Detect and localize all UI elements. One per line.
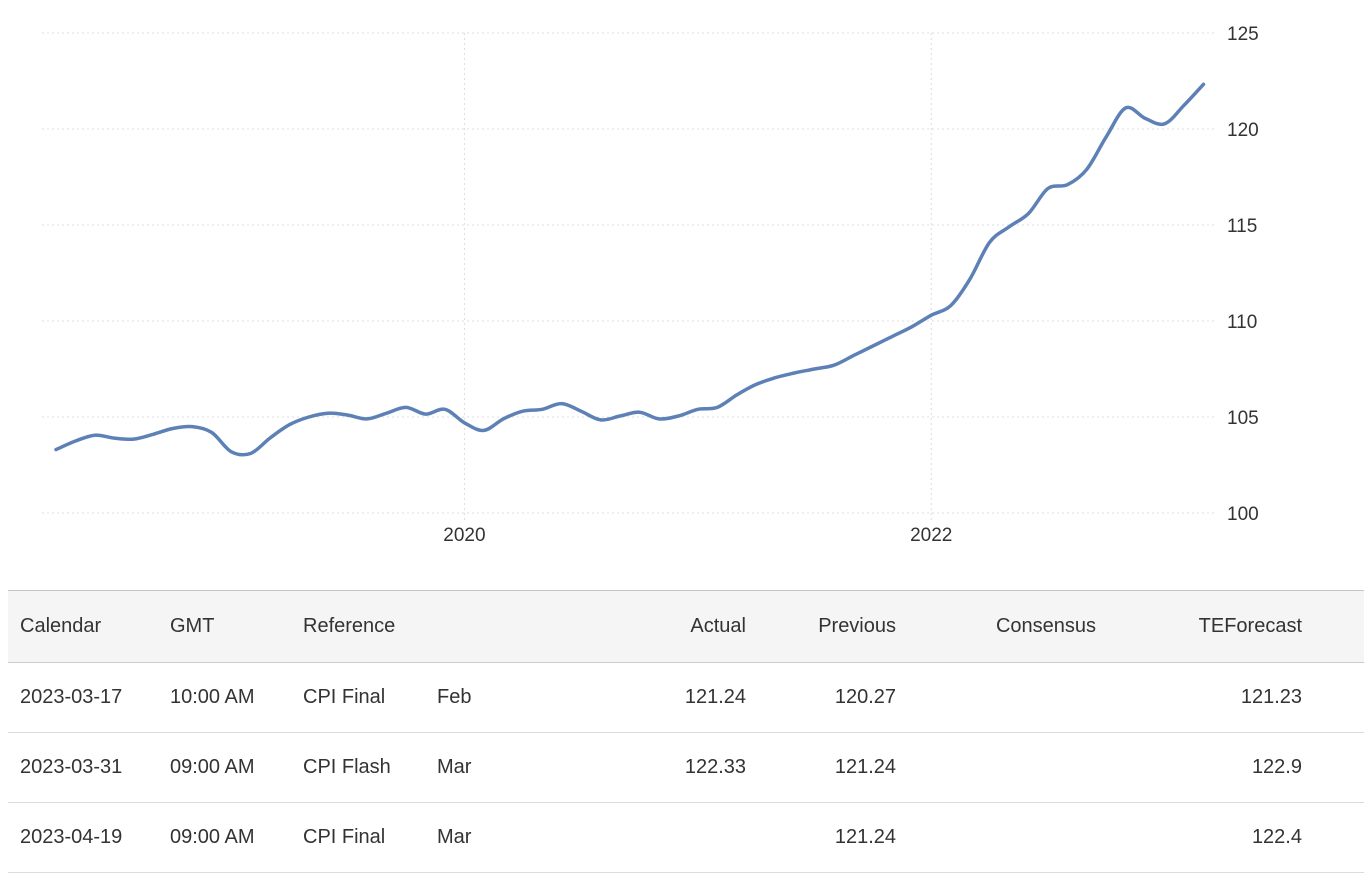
cell-calendar: 2023-03-31	[8, 732, 158, 803]
x-axis-label: 2020	[443, 525, 485, 546]
cell-period: Feb	[425, 662, 538, 733]
col-header-actual: Actual	[538, 590, 758, 663]
cell-teforecast: 122.4	[1108, 802, 1314, 873]
x-axis-label: 2022	[910, 525, 952, 546]
cell-actual: 121.24	[538, 662, 758, 733]
cell-previous: 121.24	[758, 732, 908, 803]
y-axis-label: 120	[1227, 120, 1259, 141]
cell-reference: CPI Final	[291, 802, 425, 873]
cell-reference: CPI Final	[291, 662, 425, 733]
col-header-period	[425, 590, 538, 663]
cell-period: Mar	[425, 732, 538, 803]
chart-canvas: 100 105 110 115 120 125 2020 2022	[42, 24, 1259, 546]
col-header-previous: Previous	[758, 590, 908, 663]
cell-calendar: 2023-03-17	[8, 662, 158, 733]
calendar-table: Calendar GMT Reference Actual Previous C…	[8, 590, 1364, 873]
cell-teforecast: 121.23	[1108, 662, 1314, 733]
table-row[interactable]: 2023-03-31 09:00 AM CPI Flash Mar 122.33…	[8, 732, 1364, 803]
y-axis-label: 110	[1227, 312, 1257, 333]
cell-reference: CPI Flash	[291, 732, 425, 803]
col-header-consensus: Consensus	[908, 590, 1108, 663]
col-header-reference: Reference	[291, 590, 425, 663]
y-axis-label: 125	[1227, 24, 1259, 45]
cell-previous: 120.27	[758, 662, 908, 733]
table-row[interactable]: 2023-04-19 09:00 AM CPI Final Mar 121.24…	[8, 802, 1364, 873]
cell-consensus	[908, 732, 1108, 803]
cell-consensus	[908, 802, 1108, 873]
cell-spacer	[1314, 732, 1364, 803]
cell-gmt: 10:00 AM	[158, 662, 291, 733]
cell-previous: 121.24	[758, 802, 908, 873]
col-header-spacer	[1314, 590, 1364, 663]
table-row[interactable]: 2023-03-17 10:00 AM CPI Final Feb 121.24…	[8, 662, 1364, 733]
col-header-gmt: GMT	[158, 590, 291, 663]
col-header-teforecast: TEForecast	[1108, 590, 1314, 663]
cell-calendar: 2023-04-19	[8, 802, 158, 873]
cell-teforecast: 122.9	[1108, 732, 1314, 803]
cell-actual: 122.33	[538, 732, 758, 803]
col-header-calendar: Calendar	[8, 590, 158, 663]
cell-consensus	[908, 662, 1108, 733]
cpi-series-line	[54, 82, 1206, 457]
cell-gmt: 09:00 AM	[158, 732, 291, 803]
y-axis-label: 115	[1227, 216, 1257, 237]
cell-spacer	[1314, 662, 1364, 733]
table-header-row: Calendar GMT Reference Actual Previous C…	[8, 590, 1364, 663]
cell-period: Mar	[425, 802, 538, 873]
cpi-line-chart[interactable]: 100 105 110 115 120 125 2020 2022	[0, 0, 1372, 562]
y-axis-label: 100	[1227, 504, 1259, 525]
cell-spacer	[1314, 802, 1364, 873]
cell-gmt: 09:00 AM	[158, 802, 291, 873]
y-axis-label: 105	[1227, 408, 1259, 429]
cell-actual	[538, 802, 758, 873]
